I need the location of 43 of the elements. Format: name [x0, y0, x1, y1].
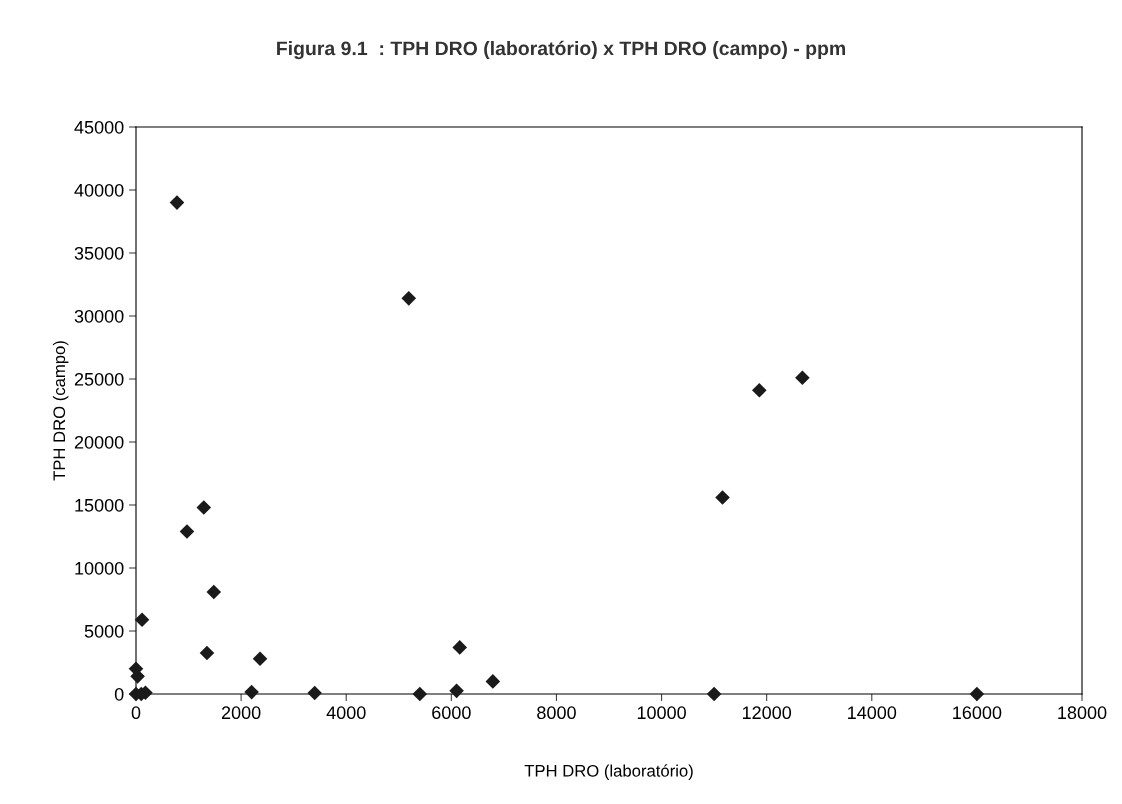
- y-tick-label: 35000: [74, 246, 124, 260]
- point: [795, 370, 810, 386]
- point: [706, 686, 722, 702]
- point: [130, 669, 145, 684]
- x-tick-label: 18000: [1058, 706, 1107, 720]
- point: [252, 651, 268, 666]
- x-tick-label: 12000: [742, 706, 792, 720]
- point: [179, 524, 195, 539]
- y-tick-label: 15000: [75, 498, 124, 512]
- y-tick-label: 0: [114, 687, 124, 701]
- x-tick-label: 0: [131, 706, 141, 720]
- point: [715, 490, 730, 505]
- point: [449, 683, 464, 699]
- y-axis-title: TPH DRO (campo): [52, 341, 69, 481]
- x-tick-label: 2000: [221, 706, 261, 720]
- point: [752, 383, 767, 398]
- y-tick-label: 30000: [74, 309, 124, 323]
- y-tick-label: 45000: [74, 120, 124, 134]
- x-tick-label: 8000: [537, 706, 576, 720]
- point: [485, 674, 501, 689]
- chart-title: Figura 9.1 : TPH DRO (laboratório) x TPH DRO (campo) - ppm: [277, 40, 846, 60]
- point: [969, 686, 985, 702]
- x-tick-label: 10000: [637, 706, 686, 720]
- x-axis-title: TPH DRO (laboratório): [524, 764, 693, 781]
- point: [199, 645, 215, 661]
- x-tick-label: 14000: [848, 706, 897, 720]
- y-tick-label: 25000: [74, 372, 124, 386]
- x-tick-label: 16000: [953, 706, 1002, 720]
- y-tick-label: 20000: [74, 435, 124, 449]
- point: [134, 612, 150, 627]
- point: [206, 584, 222, 600]
- x-tick-label: 6000: [432, 706, 471, 720]
- y-tick-label: 40000: [74, 183, 124, 197]
- y-tick-label: 10000: [75, 561, 124, 575]
- point: [169, 195, 185, 210]
- y-tick-label: 5000: [84, 624, 124, 638]
- point: [244, 684, 259, 700]
- point: [452, 640, 468, 655]
- point: [307, 685, 322, 701]
- point: [196, 500, 212, 515]
- point: [412, 686, 428, 702]
- point: [401, 291, 417, 306]
- x-tick-label: 4000: [326, 706, 366, 720]
